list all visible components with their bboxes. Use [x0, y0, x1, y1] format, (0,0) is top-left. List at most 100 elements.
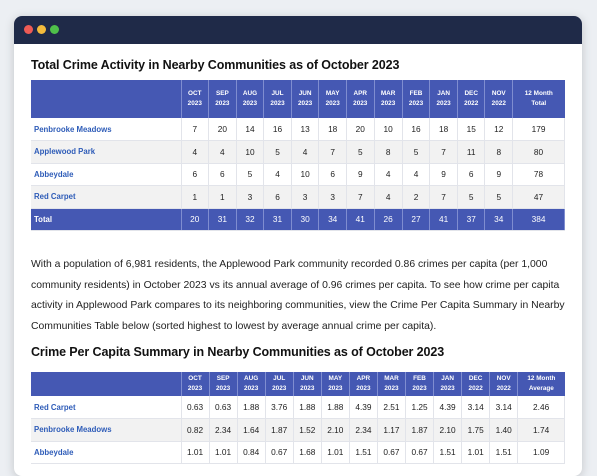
- column-header-sublabel: 2023: [436, 100, 451, 107]
- header-community: [31, 80, 182, 118]
- community-link[interactable]: Red Carpet: [31, 185, 182, 209]
- column-header-sublabel: 2023: [440, 385, 455, 392]
- table-row: Penbrooke Meadows 0.82 2.34 1.64 1.87 1.52 2.1…: [31, 418, 565, 442]
- table-cell: 3: [236, 185, 265, 209]
- table-cell: 9: [484, 163, 514, 186]
- community-link[interactable]: Abbeydale: [31, 163, 182, 186]
- table-cell: 11: [457, 140, 486, 164]
- column-header-label: MAY: [328, 375, 343, 382]
- community-link[interactable]: Penbrooke Meadows: [31, 418, 182, 442]
- column-header-sublabel: 2023: [215, 385, 231, 392]
- column-header-sublabel: 2023: [353, 100, 368, 107]
- table-row: Abbeydale 1.01 1.01 0.84 0.67 1.68 1.01 1.51 0.6…: [31, 441, 565, 464]
- column-header: DEC 2022: [457, 80, 486, 118]
- table-cell: 12: [484, 118, 514, 141]
- column-header-sublabel: 2023: [356, 385, 371, 392]
- column-header: JAN 2023: [433, 372, 463, 396]
- window-titlebar: [14, 16, 582, 44]
- community-link[interactable]: Penbrooke Meadows: [31, 118, 182, 141]
- column-header-sublabel: 2023: [187, 385, 203, 392]
- table-cell: 1.51: [433, 441, 463, 464]
- table-cell: 0.67: [265, 441, 294, 464]
- table-cell: 4.39: [433, 396, 463, 419]
- table-cell: 20: [346, 118, 375, 141]
- table-cell: 4: [402, 163, 431, 186]
- table-cell: 9: [346, 163, 375, 186]
- percap-table-body: Red Carpet 0.63 0.63 1.88 3.76 1.88 1.88 4.39 2.…: [31, 396, 565, 464]
- table-cell: 7: [346, 185, 375, 209]
- column-header-sublabel: 2023: [242, 100, 258, 107]
- table-cell: 1.51: [489, 441, 519, 464]
- column-header-label: MAR: [384, 375, 399, 382]
- table-cell: 1.01: [181, 441, 210, 464]
- total-cell: 30: [291, 208, 320, 231]
- column-header-sublabel: 2023: [328, 385, 343, 392]
- table-cell: 10: [291, 163, 320, 186]
- column-header-label: DEC: [464, 90, 478, 97]
- minimize-window-button[interactable]: [37, 25, 46, 34]
- column-header-label: 12 Month: [527, 375, 556, 382]
- table-cell: 7: [429, 185, 458, 209]
- column-header: MAR 2023: [374, 80, 403, 118]
- table-cell: 1.01: [209, 441, 238, 464]
- table-cell: 2.10: [433, 418, 463, 442]
- table-cell: 2.46: [517, 396, 565, 419]
- column-header: 12 Month Average: [517, 372, 565, 396]
- maximize-window-button[interactable]: [50, 25, 59, 34]
- column-header-label: FEB: [413, 375, 426, 382]
- table-cell: 3: [318, 185, 347, 209]
- column-header: JUN 2023: [293, 372, 322, 396]
- summary-paragraph: With a population of 6,981 residents, th…: [31, 259, 565, 332]
- table-cell: 4: [208, 140, 237, 164]
- total-cell: 26: [374, 208, 403, 231]
- table-cell: 8: [484, 140, 514, 164]
- table-cell: 0.84: [237, 441, 266, 464]
- total-crime-table: OCT 2023 SEP 2023 AUG 2023 JUL 2023 JUN 2023 MAY 20…: [31, 80, 565, 231]
- table-cell: 1.74: [517, 418, 565, 442]
- column-header-label: AUG: [242, 90, 258, 97]
- table-row: Red Carpet 1 1 3 6 3 3 7 4 2 7 5 5 47: [31, 185, 565, 209]
- browser-window: Total Crime Activity in Nearby Communiti…: [14, 16, 582, 476]
- table-cell: 7: [429, 140, 458, 164]
- community-link[interactable]: Applewood Park: [31, 140, 182, 164]
- column-header: AUG 2023: [237, 372, 266, 396]
- per-capita-table: OCT 2023 SEP 2023 AUG 2023 JUL 2023 JUN 2023 MAY 20…: [31, 372, 565, 464]
- table-cell: 0.82: [181, 418, 210, 442]
- column-header: FEB 2023: [402, 80, 431, 118]
- table-cell: 13: [291, 118, 320, 141]
- table-cell: 4: [181, 140, 210, 164]
- total-row: Total 20 31 32 31 30 34 41 26 27 41 37 34 384: [31, 208, 565, 231]
- table-cell: 5: [346, 140, 375, 164]
- table-cell: 6: [208, 163, 237, 186]
- total-cell: 41: [346, 208, 375, 231]
- community-link[interactable]: Red Carpet: [31, 396, 182, 419]
- column-header: MAR 2023: [377, 372, 407, 396]
- column-header-sublabel: 2023: [408, 100, 424, 107]
- table-cell: 1.52: [293, 418, 322, 442]
- table-cell: 10: [236, 140, 265, 164]
- table-cell: 16: [402, 118, 431, 141]
- column-header-label: SEP: [216, 375, 230, 382]
- column-header-sublabel: 2023: [325, 100, 340, 107]
- column-header: NOV 2022: [489, 372, 519, 396]
- total-cell: 41: [429, 208, 458, 231]
- column-header-label: OCT: [188, 375, 202, 382]
- close-window-button[interactable]: [24, 25, 33, 34]
- column-header-label: 12 Month: [524, 90, 553, 97]
- table-cell: 1.88: [237, 396, 266, 419]
- column-header-label: JUN: [300, 375, 314, 382]
- column-header-sublabel: 2023: [270, 100, 285, 107]
- column-header-sublabel: 2023: [244, 385, 259, 392]
- column-header-sublabel: 2022: [468, 385, 483, 392]
- total-cell: 31: [263, 208, 292, 231]
- header-community: [31, 372, 182, 396]
- column-header: SEP 2023: [208, 80, 237, 118]
- column-header: MAY 2023: [321, 372, 350, 396]
- table-cell: 6: [318, 163, 347, 186]
- table-cell: 5: [402, 140, 431, 164]
- column-header-label: JUL: [273, 375, 286, 382]
- table-cell: 5: [484, 185, 514, 209]
- column-header-label: JUN: [298, 90, 312, 97]
- community-link[interactable]: Abbeydale: [31, 441, 182, 464]
- column-header-sublabel: 2022: [464, 100, 479, 107]
